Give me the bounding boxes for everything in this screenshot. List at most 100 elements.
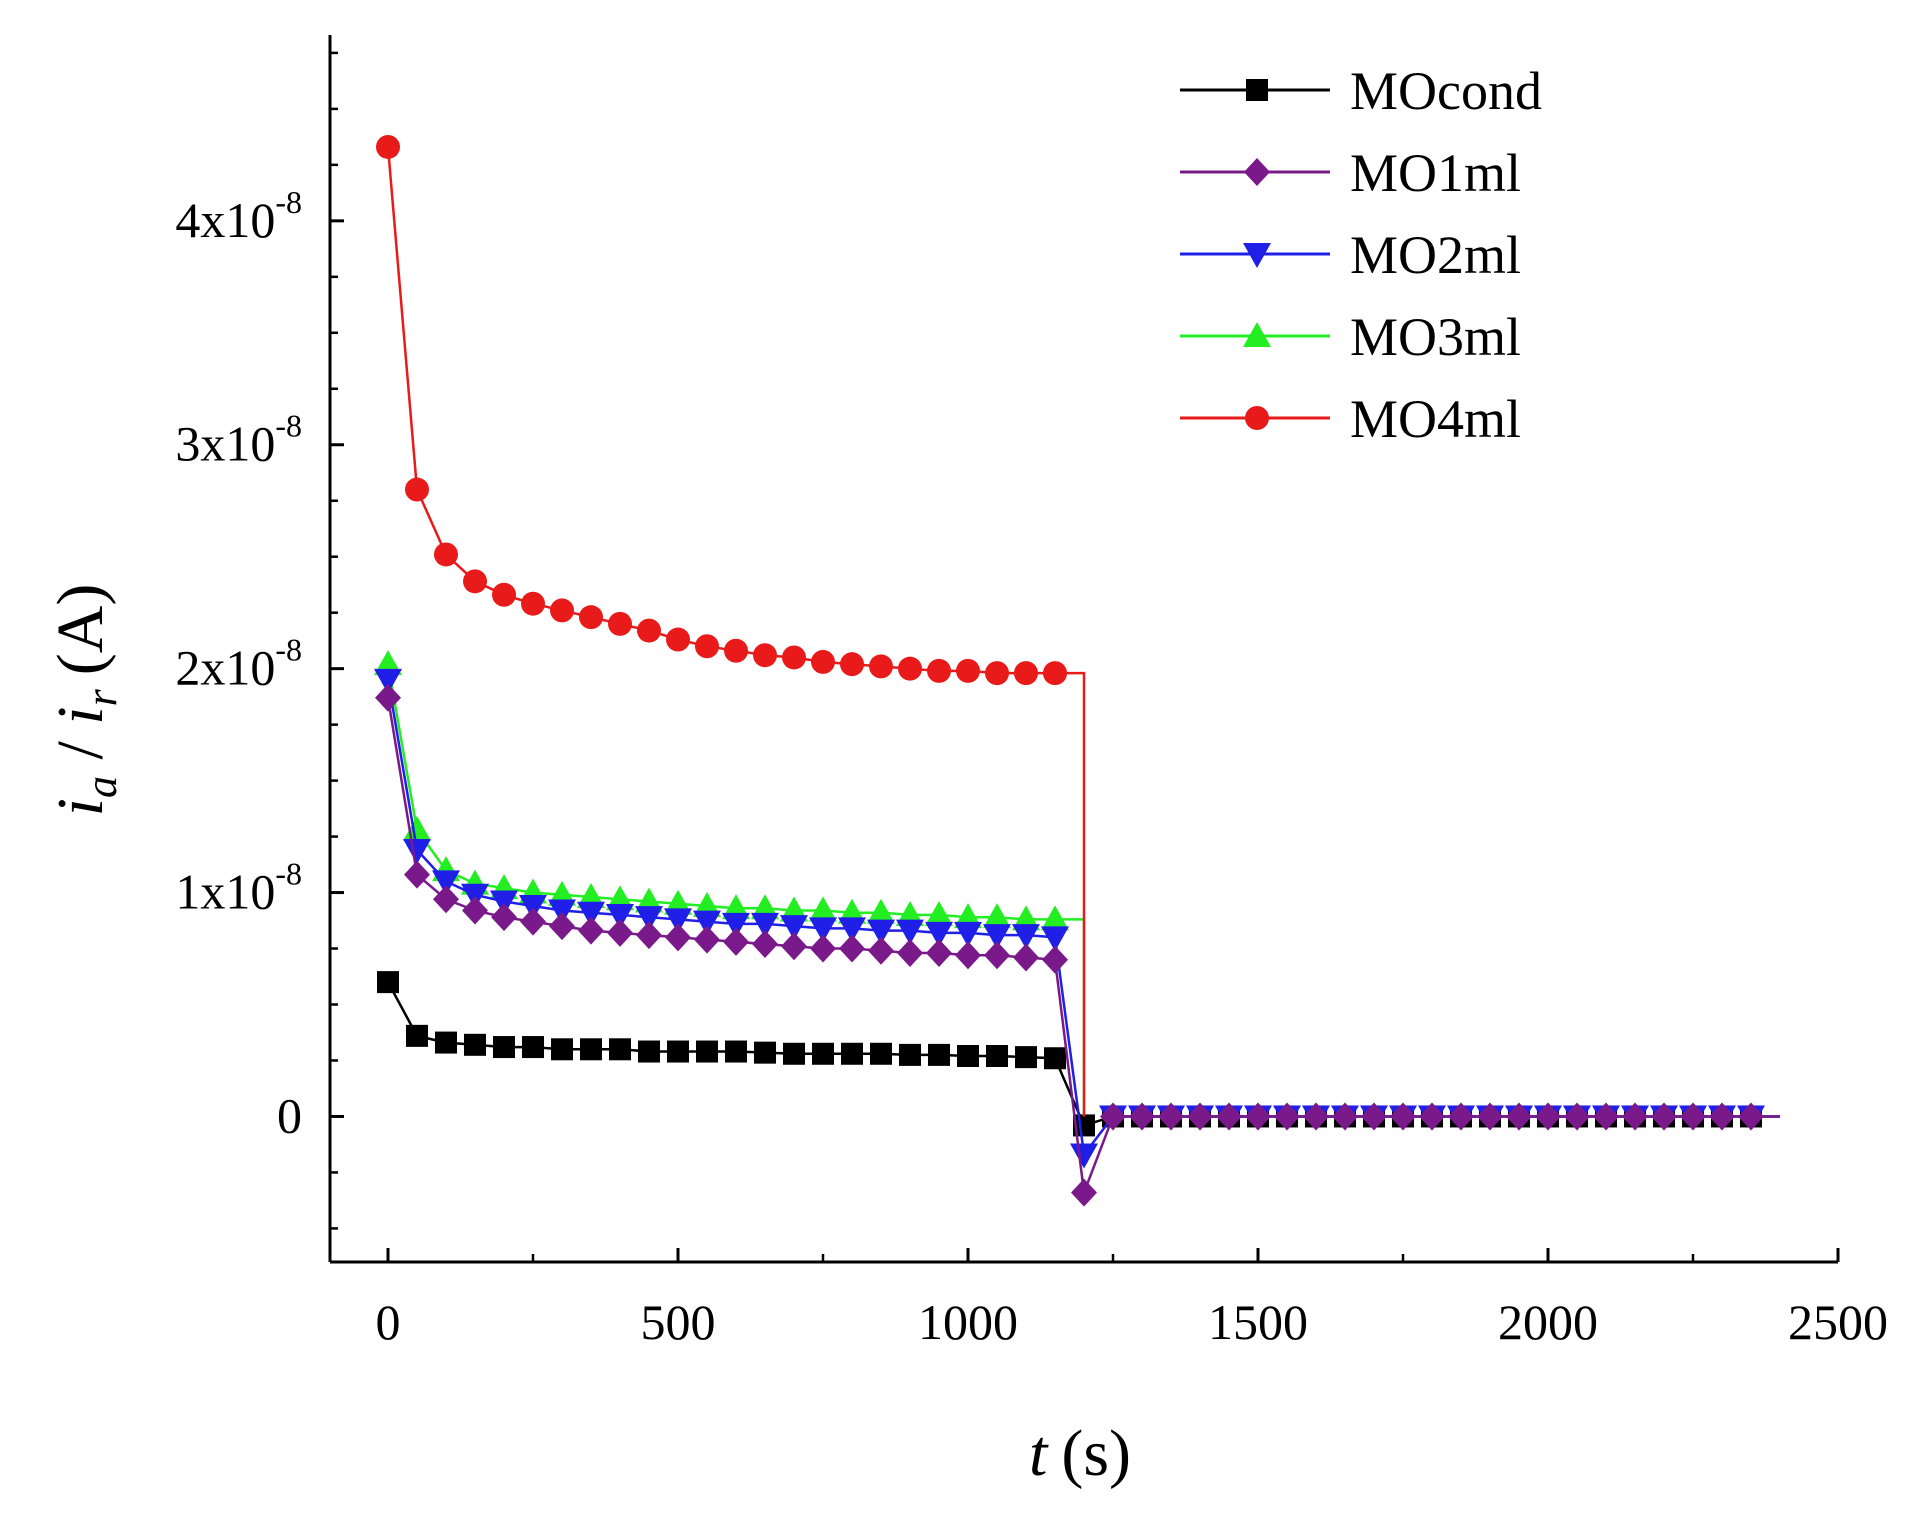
data-point — [520, 907, 546, 936]
data-point — [782, 645, 806, 670]
data-point — [926, 939, 952, 968]
legend: MOcond MO1ml MO2ml MO3ml MO4ml — [1180, 61, 1542, 449]
data-point — [898, 656, 922, 681]
data-point — [985, 661, 1009, 686]
y-axis-separator: / — [44, 725, 117, 776]
data-point — [841, 1042, 863, 1065]
x-tick-label: 500 — [641, 1294, 716, 1350]
data-point — [665, 923, 691, 952]
legend-item: MO4ml — [1180, 389, 1521, 449]
legend-label: MO3ml — [1350, 307, 1521, 367]
series-mo4ml — [376, 134, 1086, 1117]
data-point — [1012, 924, 1040, 950]
data-point — [609, 1038, 631, 1061]
data-point — [695, 634, 719, 659]
x-axis-unit: (s) — [1061, 1417, 1131, 1490]
data-point — [1216, 1102, 1242, 1131]
data-point — [724, 638, 748, 663]
data-point — [811, 649, 835, 674]
data-point — [1014, 661, 1038, 686]
data-point — [693, 910, 721, 936]
y-tick-exponent: -8 — [275, 856, 302, 892]
plot-area — [374, 134, 1780, 1207]
data-point — [493, 1036, 515, 1059]
data-point — [983, 903, 1011, 929]
data-point — [957, 1045, 979, 1068]
data-point — [1564, 1102, 1590, 1131]
data-point — [810, 934, 836, 963]
data-point — [549, 912, 575, 941]
data-point — [1158, 1102, 1184, 1131]
y-axis-sub1: a — [77, 776, 126, 798]
data-point — [956, 658, 980, 683]
data-point — [751, 912, 779, 938]
data-point — [1419, 1102, 1445, 1131]
x-tick-label: 2000 — [1498, 1294, 1598, 1350]
y-tick-exponent: -8 — [275, 408, 302, 444]
x-tick-label: 1500 — [1208, 1294, 1308, 1350]
y-axis-unit: (A) — [44, 584, 117, 676]
legend-label: MO4ml — [1350, 389, 1521, 449]
data-point — [781, 932, 807, 961]
x-tick-label: 2500 — [1788, 1294, 1888, 1350]
legend-swatch-marker — [1245, 406, 1269, 430]
data-point — [580, 1038, 602, 1061]
data-point — [1506, 1102, 1532, 1131]
data-point — [490, 890, 518, 916]
data-point — [722, 912, 750, 938]
data-point — [984, 941, 1010, 970]
data-point — [461, 883, 489, 909]
x-axis-title: t (s) — [1029, 1417, 1131, 1490]
data-point — [664, 908, 692, 934]
data-point — [1100, 1102, 1126, 1131]
data-point — [1535, 1102, 1561, 1131]
data-point — [636, 921, 662, 950]
data-point — [754, 1041, 776, 1064]
data-point — [696, 1040, 718, 1063]
data-point — [954, 921, 982, 947]
data-point — [838, 917, 866, 943]
data-point — [780, 915, 808, 941]
y-tick-exponent: -8 — [275, 184, 302, 220]
data-point — [1622, 1102, 1648, 1131]
data-point — [608, 611, 632, 636]
legend-swatch-marker — [1243, 243, 1271, 268]
data-point — [464, 1033, 486, 1056]
data-point — [374, 668, 402, 694]
data-point — [1738, 1102, 1764, 1131]
data-point — [1044, 1047, 1066, 1070]
data-point — [1274, 1102, 1300, 1131]
data-point — [548, 899, 576, 925]
data-point — [870, 1042, 892, 1065]
data-point — [462, 896, 488, 925]
data-point — [753, 643, 777, 668]
legend-item: MOcond — [1180, 61, 1542, 121]
data-point — [725, 1040, 747, 1063]
data-point — [522, 1036, 544, 1059]
y-tick-label: 0 — [277, 1087, 302, 1143]
data-point — [1448, 1102, 1474, 1131]
data-point — [867, 898, 895, 924]
data-point — [867, 919, 895, 945]
data-point — [404, 860, 430, 889]
data-point — [406, 1024, 428, 1047]
data-point — [550, 598, 574, 623]
data-point — [1390, 1102, 1416, 1131]
y-tick-mantissa: 0 — [277, 1087, 302, 1143]
data-point — [1680, 1102, 1706, 1131]
data-point — [606, 903, 634, 929]
data-point — [1187, 1102, 1213, 1131]
data-point — [433, 885, 459, 914]
series-mo1ml — [375, 683, 1780, 1207]
data-point — [1013, 943, 1039, 972]
data-point — [1361, 1102, 1387, 1131]
data-point — [432, 870, 460, 896]
data-point — [809, 917, 837, 943]
data-point — [1332, 1102, 1358, 1131]
x-axis-variable: t — [1029, 1417, 1049, 1490]
data-point — [812, 1042, 834, 1065]
data-point — [1303, 1102, 1329, 1131]
data-point — [578, 916, 604, 945]
data-point — [1041, 926, 1069, 952]
